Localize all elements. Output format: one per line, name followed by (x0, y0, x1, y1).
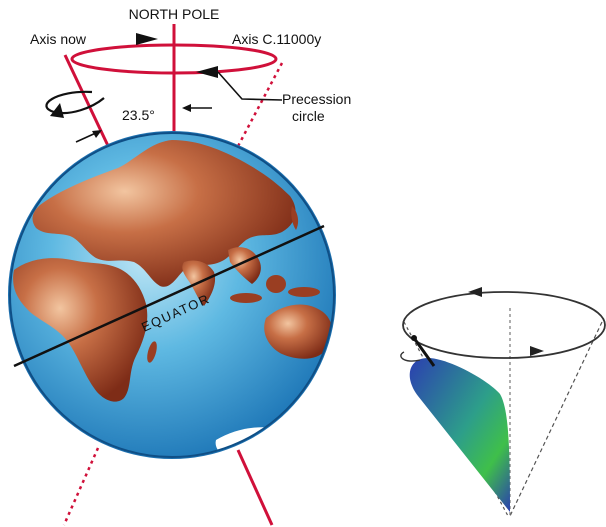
axis-future-label: Axis C.11000y (232, 31, 321, 47)
africa-landmass (13, 258, 148, 402)
precession-label-line1: Precession (282, 91, 351, 107)
new-guinea-island (288, 287, 320, 297)
equator-line (13, 224, 325, 368)
borneo-island (266, 275, 286, 293)
precession-arrow-left-icon (196, 66, 218, 78)
future-axis-line (234, 62, 284, 151)
precession-pointer-line (217, 71, 283, 101)
australia-landmass (264, 304, 333, 359)
top-spin-arrow-icon (400, 351, 421, 362)
indonesia-island (230, 293, 262, 303)
tilt-angle-label: 23.5° (122, 107, 155, 123)
axis-now-label: Axis now (30, 31, 87, 47)
top-handle-line (412, 337, 436, 367)
japan-island (291, 206, 299, 230)
north-pole-label: NORTH POLE (129, 6, 220, 22)
rotation-arrowhead-icon (50, 103, 64, 118)
future-axis-line-bottom (236, 449, 274, 526)
madagascar-island (147, 341, 157, 363)
top-arrow-upper-icon (468, 287, 482, 297)
current-axis-line-bottom (62, 447, 100, 526)
top-handle-knob (411, 335, 417, 341)
precession-label-line2: circle (292, 108, 325, 124)
top-precession-circle (402, 291, 606, 359)
tilt-arrowhead-right-icon (182, 104, 191, 112)
top-arrow-lower-icon (530, 346, 544, 356)
precession-circle (70, 43, 278, 75)
spinning-top-diagram (400, 287, 606, 517)
southeast-asia-landmass (228, 247, 261, 284)
current-axis-line-top (63, 54, 112, 151)
precession-arrow-right-icon (136, 33, 158, 45)
tilt-arrowhead-left-icon (92, 130, 102, 138)
top-cone-right-line (509, 321, 603, 517)
spinning-top-body (409, 358, 510, 512)
